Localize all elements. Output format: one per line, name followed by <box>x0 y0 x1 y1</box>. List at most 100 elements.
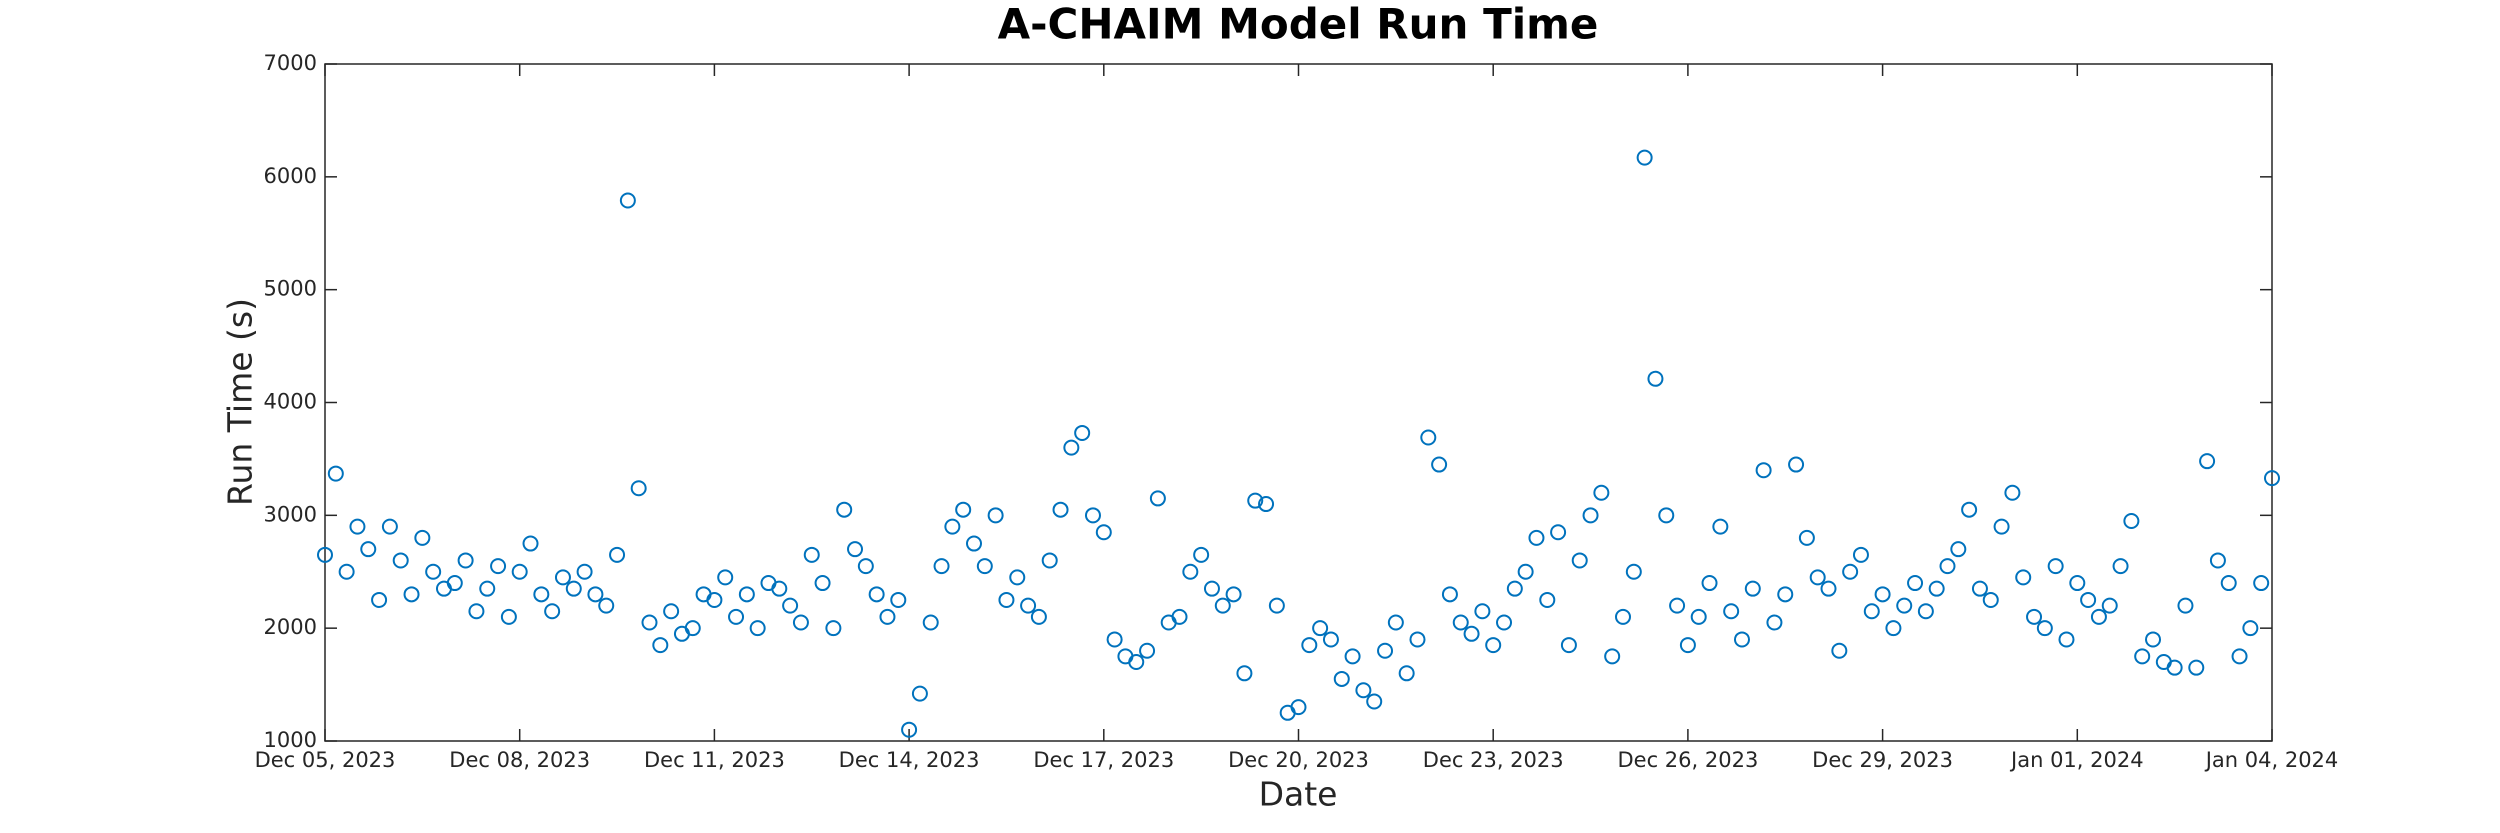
point <box>1788 456 1805 473</box>
point <box>1041 552 1058 569</box>
y-tick-label: 1000 <box>264 728 317 752</box>
point <box>1377 642 1394 659</box>
point <box>1712 518 1729 535</box>
point <box>1636 149 1653 166</box>
point <box>2090 608 2107 625</box>
point <box>760 575 777 592</box>
point <box>1517 563 1534 580</box>
point <box>890 591 907 608</box>
y-tick-label: 3000 <box>264 502 317 526</box>
point <box>922 614 939 631</box>
point <box>966 535 982 552</box>
point <box>2220 575 2237 592</box>
point <box>392 552 409 569</box>
point <box>381 518 398 535</box>
point <box>1193 546 1210 563</box>
chart-title: A-CHAIM Model Run Time <box>998 0 1599 49</box>
point <box>2231 648 2248 665</box>
point <box>2253 575 2270 592</box>
point <box>847 541 864 558</box>
point <box>1355 682 1372 699</box>
point <box>1496 614 1513 631</box>
point <box>1907 575 1924 592</box>
point <box>1258 496 1275 513</box>
point <box>1160 614 1177 631</box>
point <box>1982 591 1999 608</box>
point <box>1961 501 1978 518</box>
point <box>1701 575 1718 592</box>
point <box>2026 608 2043 625</box>
point <box>1247 492 1264 509</box>
point <box>317 546 333 563</box>
point <box>1387 614 1404 631</box>
point <box>1560 637 1577 654</box>
point <box>1896 597 1913 614</box>
point <box>749 620 766 637</box>
point <box>1917 603 1934 620</box>
point <box>1885 620 1902 637</box>
point <box>2199 453 2216 470</box>
point <box>1312 620 1329 637</box>
point <box>825 620 842 637</box>
point <box>673 625 690 642</box>
point <box>1279 704 1296 721</box>
point <box>544 603 561 620</box>
point <box>1820 580 1837 597</box>
point <box>2242 620 2259 637</box>
x-axis-label: Date <box>1259 775 1338 814</box>
point <box>717 569 734 586</box>
x-tick-label: Jan 01, 2024 <box>2009 748 2144 772</box>
point <box>414 529 431 546</box>
point <box>2047 558 2064 575</box>
point <box>738 586 755 603</box>
y-tick-label: 4000 <box>264 390 317 414</box>
point <box>1733 631 1750 648</box>
x-tick-label: Dec 05, 2023 <box>255 748 396 772</box>
x-tick-label: Dec 26, 2023 <box>1617 748 1758 772</box>
point <box>1063 439 1080 456</box>
point <box>2112 558 2129 575</box>
point <box>522 535 539 552</box>
point <box>998 591 1015 608</box>
point <box>1366 693 1383 710</box>
point <box>371 591 388 608</box>
point <box>1625 563 1642 580</box>
point <box>814 575 831 592</box>
point <box>1874 586 1891 603</box>
point <box>576 563 593 580</box>
point <box>857 558 874 575</box>
point <box>2166 659 2183 676</box>
point <box>1301 637 1318 654</box>
point <box>728 608 745 625</box>
point <box>609 546 626 563</box>
point <box>1690 608 1707 625</box>
point <box>987 507 1004 524</box>
point <box>1030 608 1047 625</box>
point <box>1182 563 1199 580</box>
point <box>684 620 701 637</box>
point <box>1971 580 1988 597</box>
point <box>2080 591 2097 608</box>
point <box>976 558 993 575</box>
point <box>1798 529 1815 546</box>
point <box>1950 541 1967 558</box>
point <box>1139 642 1156 659</box>
point <box>1128 654 1145 671</box>
point <box>1322 631 1339 648</box>
point <box>1084 507 1101 524</box>
point <box>1052 501 1069 518</box>
point <box>1658 507 1675 524</box>
point <box>2264 470 2280 487</box>
point <box>782 597 799 614</box>
point <box>1420 429 1437 446</box>
point <box>836 501 853 518</box>
x-tick-label: Dec 23, 2023 <box>1423 748 1564 772</box>
point <box>511 563 528 580</box>
point <box>1993 518 2010 535</box>
point <box>652 637 669 654</box>
point <box>771 580 788 597</box>
point <box>695 586 712 603</box>
point <box>901 721 918 738</box>
point <box>630 480 647 497</box>
point <box>1290 699 1307 716</box>
